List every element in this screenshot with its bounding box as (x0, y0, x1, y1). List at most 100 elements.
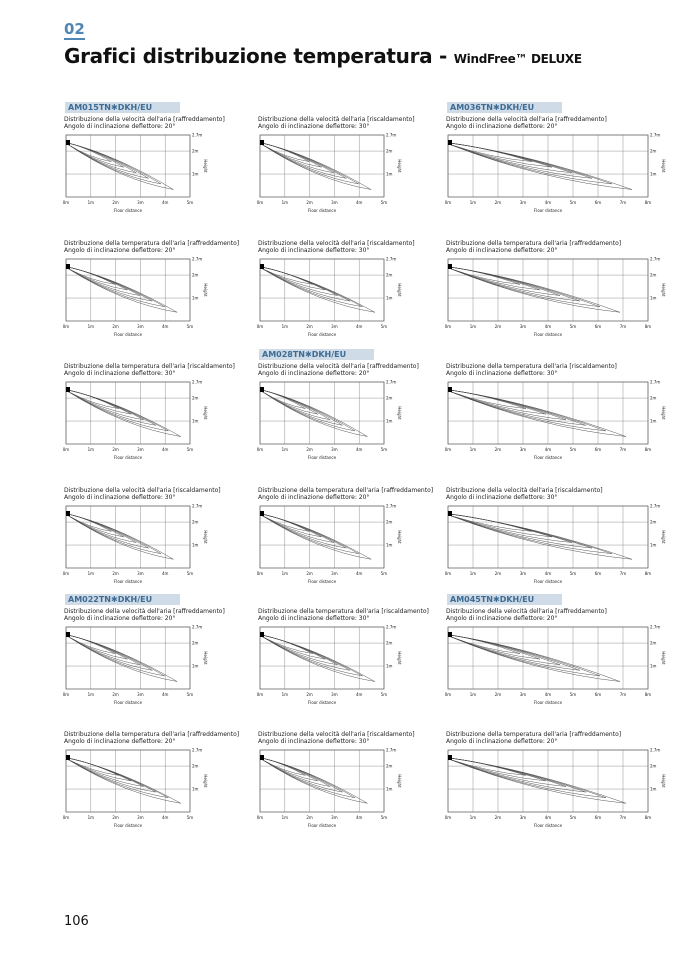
caption: Distribuzione della temperatura dell'ari… (258, 487, 434, 494)
x-tick-label: 0m (445, 571, 452, 576)
x-tick-label: 8m (645, 447, 652, 452)
contour-curve (449, 513, 633, 560)
x-tick-label: 2m (112, 447, 119, 452)
contour-curve (261, 513, 335, 543)
contour-curve (261, 634, 375, 682)
x-tick-label: 2m (495, 324, 502, 329)
x-tick-label: 3m (137, 324, 144, 329)
x-tick-label: 7m (620, 815, 627, 820)
caption: Distribuzione della temperatura dell'ari… (64, 363, 235, 370)
contour-curve (449, 513, 553, 538)
contour-curve (67, 757, 132, 782)
contour-curve (261, 634, 351, 671)
plot: 0m 1m 2m 3m 4m 5m 2.7m 2m 1m Height Floor distance (63, 625, 208, 705)
x-tick-label: 5m (381, 692, 388, 697)
y-axis-label: Height (661, 406, 666, 420)
air-source (448, 632, 452, 637)
x-tick-label: 3m (520, 447, 527, 452)
y-tick-label: 2m (650, 764, 657, 769)
y-axis-label: Height (661, 530, 666, 544)
x-tick-label: 4m (162, 200, 169, 205)
x-tick-label: 1m (470, 324, 477, 329)
y-tick-label: 2m (650, 520, 657, 525)
contour-curve (449, 757, 627, 804)
x-tick-label: 5m (187, 571, 194, 576)
x-tick-label: 8m (645, 571, 652, 576)
x-tick-label: 3m (331, 324, 338, 329)
x-tick-label: 4m (356, 815, 363, 820)
caption: Angolo di inclinazione deflettore: 20° (64, 123, 176, 130)
y-tick-label: 2m (386, 149, 393, 154)
contour-curve (67, 513, 137, 543)
x-tick-label: 4m (356, 692, 363, 697)
caption: Distribuzione della velocità dell'aria [… (446, 116, 607, 123)
x-axis-label: Floor distance (308, 455, 337, 460)
contour-curve (67, 142, 137, 173)
x-tick-label: 7m (620, 200, 627, 205)
y-tick-label: 2.7m (386, 257, 396, 262)
caption: Distribuzione della velocità dell'aria [… (258, 731, 415, 738)
x-tick-label: 0m (445, 200, 452, 205)
y-tick-label: 2m (386, 764, 393, 769)
y-tick-label: 1m (386, 787, 393, 792)
contour-curve (67, 142, 174, 190)
x-tick-label: 6m (595, 324, 602, 329)
x-tick-label: 4m (356, 324, 363, 329)
y-axis-label: Height (397, 651, 402, 665)
contour-curve (449, 513, 573, 543)
x-tick-label: 7m (620, 571, 627, 576)
y-tick-label: 1m (192, 296, 199, 301)
contour-curve (261, 389, 343, 426)
contour-curve (67, 389, 132, 415)
y-axis-label: Height (203, 406, 208, 420)
y-tick-label: 2m (386, 520, 393, 525)
x-tick-label: 7m (620, 692, 627, 697)
contour-curve (261, 634, 338, 665)
caption: Distribuzione della temperatura dell'ari… (64, 240, 240, 247)
y-tick-label: 2.7m (386, 748, 396, 753)
x-tick-label: 2m (306, 200, 313, 205)
y-tick-label: 2.7m (192, 625, 202, 630)
plot: 0m 1m 2m 3m 4m 5m 2.7m 2m 1m Height Floor distance (63, 133, 208, 213)
x-tick-label: 8m (645, 200, 652, 205)
y-axis-label: Height (661, 651, 666, 665)
x-tick-label: 2m (112, 571, 119, 576)
x-axis-label: Floor distance (114, 208, 143, 213)
caption: Angolo di inclinazione deflettore: 30° (258, 247, 370, 254)
plot-frame (259, 134, 385, 198)
air-source (260, 755, 264, 760)
contour-curve (67, 142, 162, 185)
plot: 0m 1m 2m 3m 4m 5m 2.7m 2m 1m Height Floor distance (257, 748, 402, 828)
air-source (448, 140, 452, 145)
contour-curve (449, 634, 541, 660)
contour-curve (449, 389, 567, 420)
y-tick-label: 1m (650, 296, 657, 301)
x-tick-label: 3m (520, 571, 527, 576)
x-tick-label: 0m (257, 571, 264, 576)
contour-curve (449, 757, 587, 793)
plot: 0m 1m 2m 3m 4m 5m 6m 7m 8m 2.7m 2m 1m Height Floor di… (445, 748, 666, 828)
plot: 0m 1m 2m 3m 4m 5m 6m 7m 8m 2.7m 2m 1m Height Floor di… (445, 625, 666, 705)
x-tick-label: 2m (306, 447, 313, 452)
x-tick-label: 3m (137, 815, 144, 820)
x-tick-label: 1m (88, 200, 95, 205)
contour-curve (67, 266, 178, 313)
y-tick-label: 1m (650, 543, 657, 548)
contour-curve (67, 266, 128, 291)
plot: 0m 1m 2m 3m 4m 5m 2.7m 2m 1m Height Floor distance (63, 257, 208, 337)
y-tick-label: 1m (650, 664, 657, 669)
x-tick-label: 2m (306, 815, 313, 820)
y-tick-label: 2.7m (192, 380, 202, 385)
y-tick-label: 2.7m (386, 380, 396, 385)
x-axis-label: Floor distance (308, 700, 337, 705)
caption: Angolo di inclinazione deflettore: 30° (64, 494, 176, 501)
y-tick-label: 2m (192, 149, 199, 154)
y-tick-label: 2m (192, 764, 199, 769)
plot-frame (65, 258, 191, 322)
contour-curve (261, 266, 338, 296)
x-tick-label: 2m (495, 571, 502, 576)
plot: 0m 1m 2m 3m 4m 5m 6m 7m 8m 2.7m 2m 1m Height Floor di… (445, 380, 666, 460)
contour-curve (261, 513, 372, 560)
x-tick-label: 7m (620, 324, 627, 329)
